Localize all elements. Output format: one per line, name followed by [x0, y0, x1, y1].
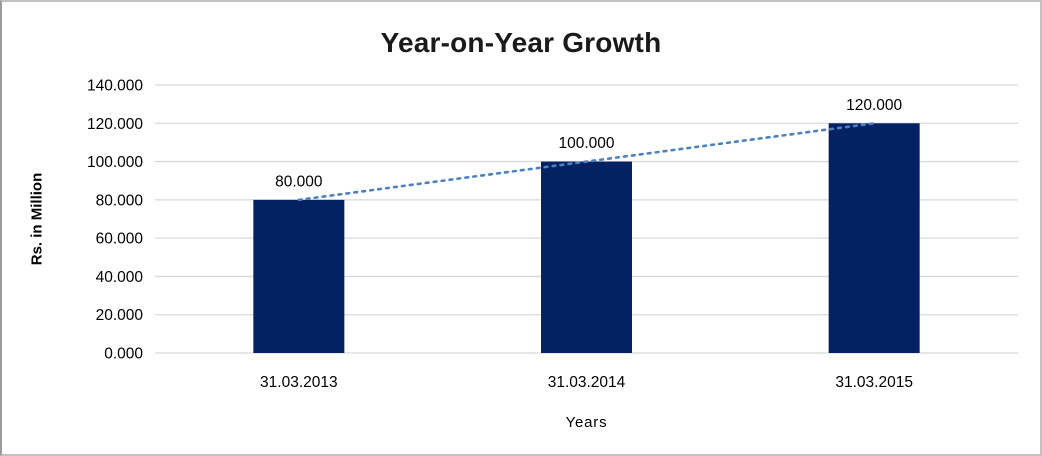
x-axis-title: Years	[565, 414, 608, 431]
y-tick-label: 80.000	[96, 192, 144, 209]
bar-data-label: 100.000	[558, 135, 614, 152]
y-tick-label: 60.000	[96, 231, 144, 248]
bar-data-label: 120.000	[846, 97, 902, 114]
bar-data-label: 80.000	[275, 173, 323, 190]
y-tick-label: 100.000	[87, 154, 143, 171]
bar	[253, 199, 345, 353]
chart-title: Year-on-Year Growth	[380, 27, 662, 58]
y-tick-label: 0.000	[104, 346, 143, 363]
x-tick-label: 31.03.2014	[548, 374, 626, 391]
y-tick-label: 120.000	[87, 116, 143, 133]
y-tick-label: 20.000	[96, 307, 144, 324]
bar	[828, 123, 920, 354]
y-tick-label: 40.000	[96, 269, 144, 286]
x-tick-label: 31.03.2015	[835, 374, 913, 391]
x-tick-label: 31.03.2013	[260, 374, 338, 391]
trendline	[297, 121, 876, 202]
y-tick-label: 140.000	[87, 78, 143, 95]
bar	[541, 161, 632, 353]
